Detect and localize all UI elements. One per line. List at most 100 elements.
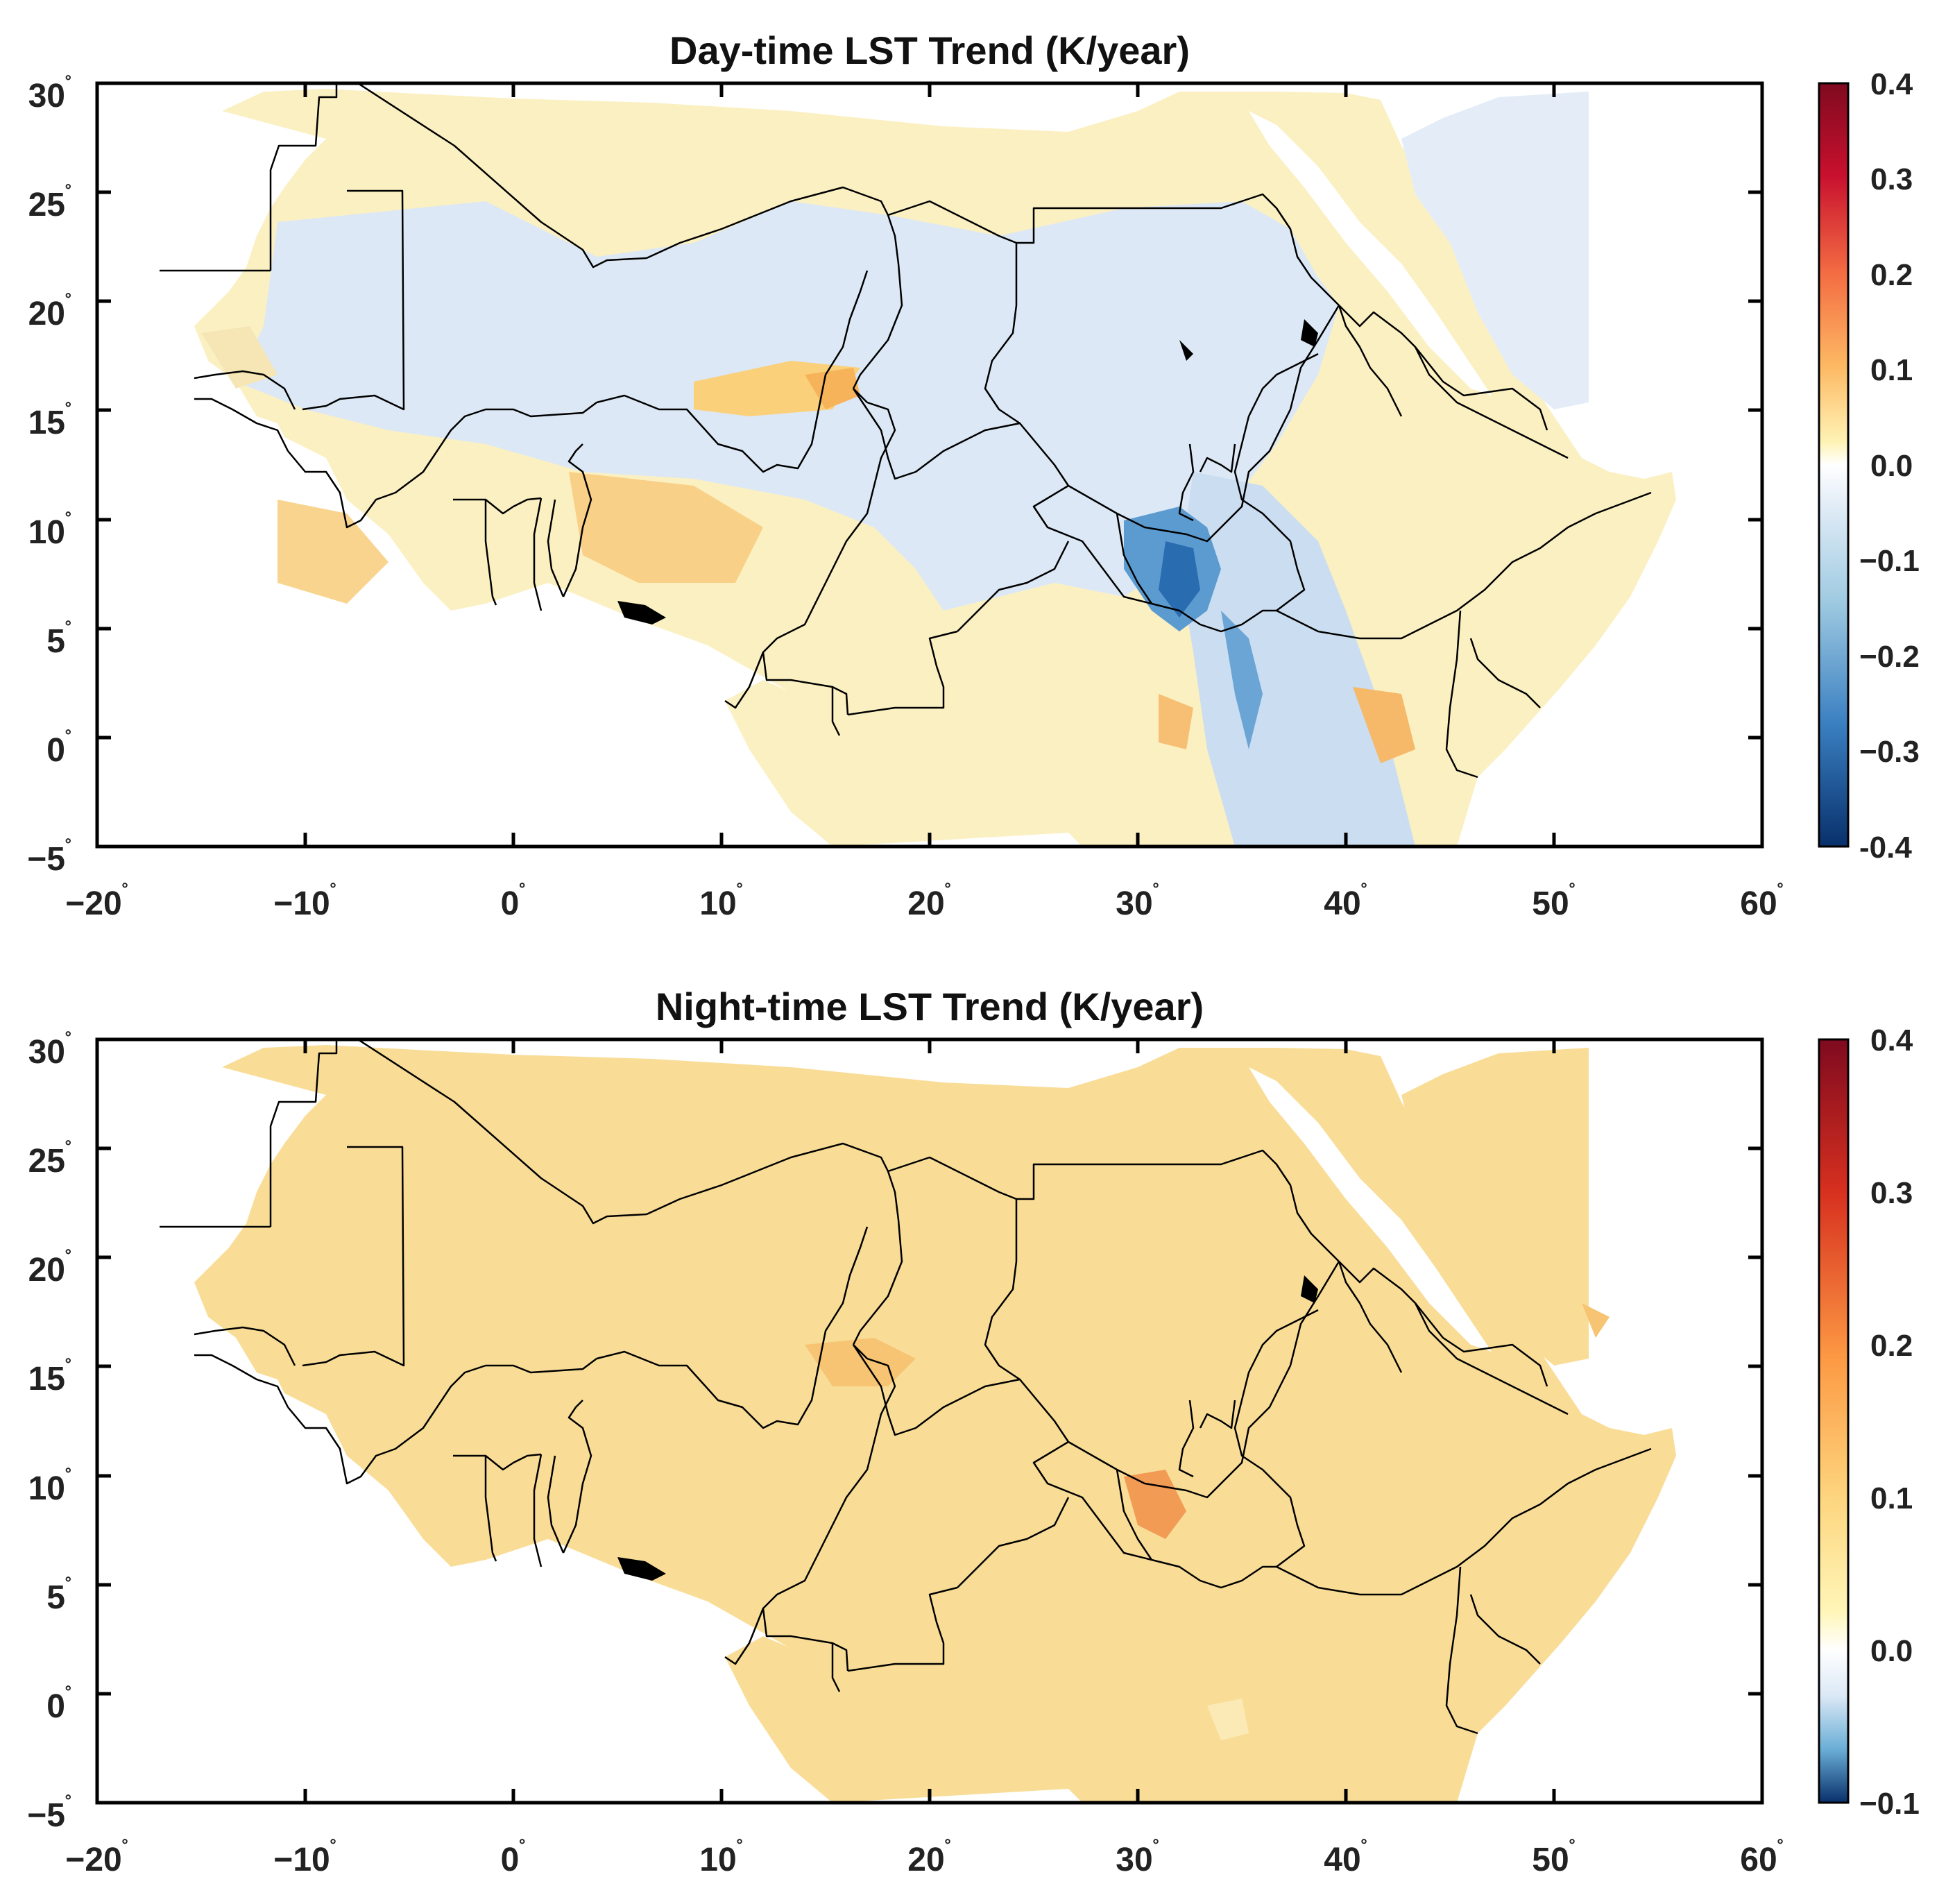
svg-text:40˚: 40˚ bbox=[1324, 1837, 1367, 1878]
night-xtick-1: −10 bbox=[273, 1842, 330, 1878]
night-colorbar-ramp bbox=[1818, 1038, 1850, 1804]
svg-text:−20˚: −20˚ bbox=[65, 1837, 128, 1878]
night-title: Night-time LST Trend (K/year) bbox=[656, 985, 1204, 1028]
day-red-sea bbox=[1249, 111, 1492, 396]
night-red-sea bbox=[1249, 1067, 1492, 1352]
svg-text:0˚: 0˚ bbox=[501, 881, 527, 922]
night-cb-tick-0: 0.4 bbox=[1870, 1023, 1913, 1057]
day-ytick-5: 5 bbox=[46, 623, 65, 660]
svg-text:30˚: 30˚ bbox=[1116, 881, 1159, 922]
svg-text:25˚: 25˚ bbox=[28, 1139, 72, 1180]
day-east-cooling bbox=[1179, 472, 1415, 847]
night-cb-tick-2: 0.2 bbox=[1870, 1329, 1913, 1363]
day-ytick-6: 0 bbox=[46, 732, 65, 769]
night-ytick-0: 30 bbox=[28, 1034, 65, 1071]
svg-text:50˚: 50˚ bbox=[1532, 1837, 1576, 1878]
day-cb-tick-1: 0.3 bbox=[1870, 162, 1913, 196]
svg-text:30˚: 30˚ bbox=[28, 74, 72, 114]
day-xtick-7: 50 bbox=[1532, 885, 1569, 922]
day-cb-tick-3: 0.1 bbox=[1870, 353, 1913, 387]
day-colorbar-ramp bbox=[1818, 82, 1850, 848]
day-x-ticks: −20˚ −10˚ 0˚ 10˚ 20˚ 30˚ 40˚ 50˚ 60˚ bbox=[65, 83, 1784, 922]
svg-text:−10˚: −10˚ bbox=[273, 1837, 336, 1878]
night-y-ticks: 30˚ 25˚ 20˚ 15˚ 10˚ 5˚ 0˚ −5˚ bbox=[27, 1030, 1762, 1834]
day-xtick-4: 20 bbox=[907, 885, 944, 922]
day-cb-tick-4: 0.0 bbox=[1870, 449, 1913, 483]
svg-text:−20˚: −20˚ bbox=[65, 881, 128, 922]
svg-text:20˚: 20˚ bbox=[28, 1248, 72, 1289]
day-xtick-3: 10 bbox=[699, 885, 736, 922]
night-xtick-2: 0 bbox=[501, 1842, 520, 1878]
svg-text:40˚: 40˚ bbox=[1324, 881, 1367, 922]
svg-text:10˚: 10˚ bbox=[28, 510, 72, 551]
night-ytick-3: 15 bbox=[28, 1361, 65, 1397]
svg-text:0˚: 0˚ bbox=[46, 1684, 72, 1725]
svg-text:0˚: 0˚ bbox=[46, 728, 72, 769]
svg-text:5˚: 5˚ bbox=[46, 619, 72, 660]
day-title: Day-time LST Trend (K/year) bbox=[669, 28, 1190, 72]
svg-text:50˚: 50˚ bbox=[1532, 881, 1576, 922]
night-panel: Night-time LST Trend (K/year) bbox=[27, 985, 1920, 1878]
svg-text:0˚: 0˚ bbox=[501, 1837, 527, 1878]
svg-text:25˚: 25˚ bbox=[28, 182, 72, 223]
night-xtick-7: 50 bbox=[1532, 1842, 1569, 1878]
svg-text:60˚: 60˚ bbox=[1740, 881, 1784, 922]
day-ytick-4: 10 bbox=[28, 514, 65, 551]
svg-text:10˚: 10˚ bbox=[699, 881, 743, 922]
day-ytick-2: 20 bbox=[28, 296, 65, 332]
night-sahel-warm bbox=[805, 1338, 916, 1386]
day-xtick-2: 0 bbox=[501, 885, 520, 922]
svg-text:−5˚: −5˚ bbox=[27, 837, 72, 878]
svg-text:5˚: 5˚ bbox=[46, 1575, 72, 1616]
day-cb-tick-0: 0.4 bbox=[1870, 67, 1913, 101]
svg-text:15˚: 15˚ bbox=[28, 400, 72, 441]
svg-text:20˚: 20˚ bbox=[28, 291, 72, 332]
day-ytick-1: 25 bbox=[28, 187, 65, 223]
day-ytick-3: 15 bbox=[28, 405, 65, 441]
night-ytick-2: 20 bbox=[28, 1252, 65, 1289]
svg-text:−5˚: −5˚ bbox=[27, 1793, 72, 1834]
day-cb-tick-5: −0.1 bbox=[1859, 544, 1920, 578]
svg-text:10˚: 10˚ bbox=[28, 1466, 72, 1507]
night-xtick-6: 40 bbox=[1324, 1842, 1360, 1878]
svg-text:20˚: 20˚ bbox=[907, 1837, 951, 1878]
day-xtick-1: −10 bbox=[273, 885, 330, 922]
night-cb-tick-5: −0.1 bbox=[1859, 1787, 1920, 1821]
day-colorbar: 0.4 0.3 0.2 0.1 0.0 −0.1 −0.2 −0.3 -0.4 bbox=[1818, 67, 1920, 865]
day-y-ticks: 30˚ 25˚ 20˚ 15˚ 10˚ 5˚ 0˚ −5˚ bbox=[27, 74, 1762, 878]
night-cb-tick-1: 0.3 bbox=[1870, 1176, 1913, 1210]
night-ytick-6: 0 bbox=[46, 1688, 65, 1725]
svg-text:30˚: 30˚ bbox=[28, 1030, 72, 1071]
night-cb-tick-3: 0.1 bbox=[1870, 1481, 1913, 1515]
svg-text:60˚: 60˚ bbox=[1740, 1837, 1784, 1878]
night-xtick-5: 30 bbox=[1116, 1842, 1152, 1878]
night-xtick-0: −20 bbox=[65, 1842, 121, 1878]
night-cb-tick-4: 0.0 bbox=[1870, 1634, 1913, 1668]
night-ytick-4: 10 bbox=[28, 1470, 65, 1507]
day-cb-tick-7: −0.3 bbox=[1859, 735, 1920, 769]
day-ytick-0: 30 bbox=[28, 78, 65, 114]
night-ytick-7: −5 bbox=[27, 1797, 65, 1834]
night-map bbox=[158, 1039, 1676, 1803]
svg-text:20˚: 20˚ bbox=[907, 881, 951, 922]
night-xtick-8: 60 bbox=[1740, 1842, 1777, 1878]
day-xtick-6: 40 bbox=[1324, 885, 1360, 922]
day-cb-tick-6: −0.2 bbox=[1859, 640, 1920, 674]
night-ytick-5: 5 bbox=[46, 1579, 65, 1616]
day-xtick-5: 30 bbox=[1116, 885, 1152, 922]
day-cb-tick-8: -0.4 bbox=[1859, 831, 1912, 865]
day-xtick-0: −20 bbox=[65, 885, 121, 922]
night-colorbar: 0.4 0.3 0.2 0.1 0.0 −0.1 bbox=[1818, 1023, 1920, 1821]
svg-text:−10˚: −10˚ bbox=[273, 881, 336, 922]
svg-text:15˚: 15˚ bbox=[28, 1357, 72, 1397]
night-xtick-4: 20 bbox=[907, 1842, 944, 1878]
night-x-ticks: −20˚ −10˚ 0˚ 10˚ 20˚ 30˚ 40˚ 50˚ 60˚ bbox=[65, 1039, 1784, 1878]
day-panel: Day-time LST Trend (K/year) bbox=[27, 28, 1920, 922]
svg-text:10˚: 10˚ bbox=[699, 1837, 743, 1878]
day-cb-tick-2: 0.2 bbox=[1870, 258, 1913, 292]
day-ytick-7: −5 bbox=[27, 841, 65, 878]
day-xtick-8: 60 bbox=[1740, 885, 1777, 922]
svg-text:30˚: 30˚ bbox=[1116, 1837, 1159, 1878]
night-ytick-1: 25 bbox=[28, 1143, 65, 1180]
